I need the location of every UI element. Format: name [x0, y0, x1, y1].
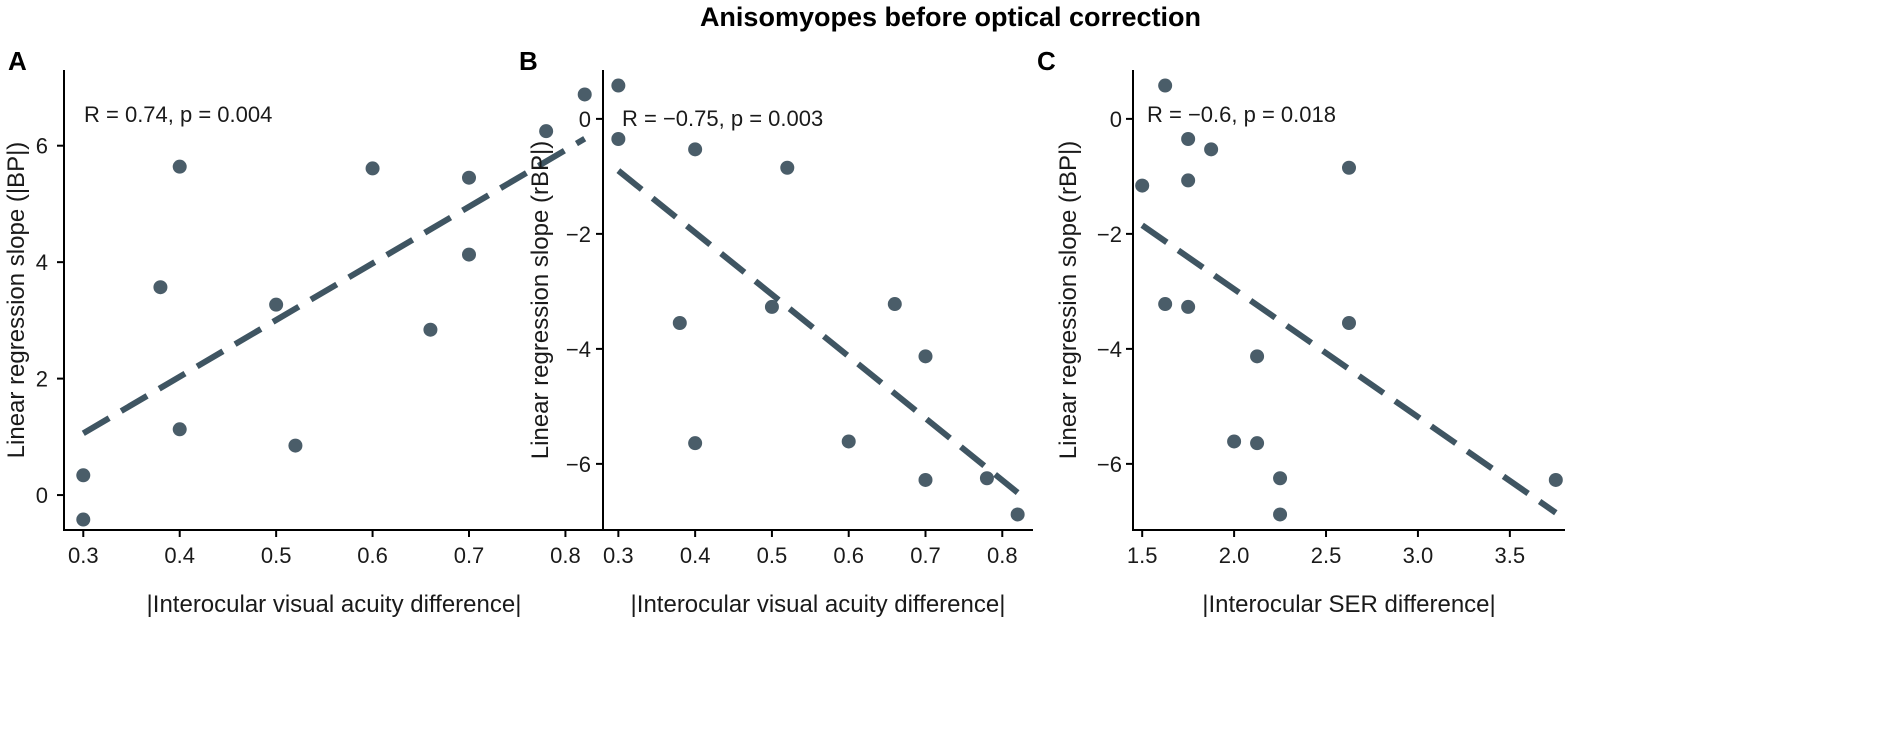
panel-a-data-point [365, 161, 380, 176]
panel-a-x-tick-label: 0.6 [357, 543, 388, 568]
panel-b-annotation: R = −0.75, p = 0.003 [622, 106, 823, 131]
panel-b-x-tick-label: 0.4 [680, 543, 711, 568]
panel-c-x-tick-label: 1.5 [1127, 543, 1158, 568]
panel-a-x-tick-label: 0.4 [164, 543, 195, 568]
panel-c-y-tick-label: −4 [1097, 337, 1122, 362]
panel-a-fit-line [81, 136, 587, 436]
panel-b-data-point [672, 316, 687, 330]
panel-b-x-tick-label: 0.3 [603, 543, 634, 568]
panel-c-data-point [1158, 78, 1173, 93]
panel-b-data-point [688, 436, 703, 451]
panel-c-data-point [1181, 132, 1196, 146]
panel-b-data-point [780, 160, 795, 175]
panel-c-y-tick-label: −6 [1097, 452, 1122, 477]
panel-a-data-point [76, 512, 91, 527]
panel-c-y-tick-label: −2 [1097, 222, 1122, 247]
panel-a-y-tick-label: 2 [36, 367, 48, 392]
panel-c-x-tick-label: 3.5 [1495, 543, 1526, 568]
panel-a-x-tick-label: 0.7 [454, 543, 485, 568]
panel-c-annotation: R = −0.6, p = 0.018 [1147, 102, 1336, 127]
panel-c-data-point [1250, 349, 1265, 364]
panel-b-x-tick-label: 0.6 [833, 543, 864, 568]
panel-b-data-point [611, 78, 626, 93]
panel-b-fit-line [616, 168, 1020, 495]
panel-b-y-tick-label: −2 [566, 222, 591, 247]
panel-b-data-point [688, 142, 703, 157]
panel-a-data-point [172, 422, 187, 437]
panel-b-x-tick-label: 0.8 [987, 543, 1018, 568]
panel-a-y-tick-label: 0 [36, 483, 48, 508]
panel-b-data-point [918, 472, 933, 487]
panel-b-data-point [1010, 507, 1025, 522]
panel-a-data-point [577, 87, 592, 102]
panel-c-letter: C [1037, 46, 1056, 76]
panel-a-x-tick-label: 0.3 [68, 543, 99, 568]
panel-a-data-point [269, 297, 284, 312]
panel-c-data-point [1204, 142, 1219, 157]
panel-a-data-point [172, 159, 187, 174]
panel-a-y-axis-label: Linear regression slope (|BP|) [3, 142, 30, 459]
panel-c-y-tick-label: 0 [1110, 107, 1122, 132]
panel-b-y-tick-label: −6 [566, 452, 591, 477]
panel-b-x-tick-label: 0.7 [910, 543, 941, 568]
panel-a-x-tick-label: 0.5 [261, 543, 292, 568]
panel-c-x-tick-label: 3.0 [1403, 543, 1434, 568]
panel-a-x-axis-label: |Interocular visual acuity difference| [147, 591, 522, 618]
panel-b-data-point [611, 132, 626, 146]
panel-c-y-axis-label: Linear regression slope (rBP|) [1055, 141, 1082, 459]
panel-c-data-point [1135, 178, 1150, 193]
panel-c-data-point [1250, 436, 1265, 451]
panel-c-data-point [1273, 471, 1288, 486]
panel-c-data-point [1181, 299, 1196, 314]
panel-c-data-point [1181, 173, 1196, 188]
panel-b-y-axis-label: Linear regression slope (rBP|) [527, 141, 554, 459]
panel-a-data-point [539, 124, 554, 139]
panel-a-y-tick-label: 6 [36, 134, 48, 159]
panel-b-data-point [979, 471, 994, 486]
panel-a-letter: A [8, 46, 27, 76]
panel-c-x-axis-label: |Interocular SER difference| [1202, 591, 1496, 618]
panel-c-x-tick-label: 2.0 [1219, 543, 1250, 568]
panel-a-data-point [462, 170, 476, 185]
panel-a-data-point [153, 280, 168, 295]
figure-title: Anisomyopes before optical correction [699, 2, 1202, 32]
panel-b-x-axis-label: |Interocular visual acuity difference| [631, 591, 1006, 618]
panel-b-y-tick-label: −4 [566, 337, 591, 362]
panel-b-x-tick-label: 0.5 [757, 543, 788, 568]
panel-c-x-tick-label: 2.5 [1311, 543, 1342, 568]
panel-a-y-tick-label: 4 [36, 250, 48, 275]
panel-c-data-point [1273, 507, 1288, 522]
panel-c-fit-line [1140, 222, 1558, 516]
panel-c-data-point [1342, 316, 1356, 330]
panel-a-data-point [423, 322, 438, 337]
panel-a-data-point [76, 468, 91, 483]
panel-b-data-point [918, 349, 933, 364]
panel-b-data-point [764, 299, 779, 314]
panel-b-data-point [841, 434, 856, 449]
panel-b-letter: B [519, 46, 538, 76]
panel-b-data-point [887, 297, 902, 312]
panel-c-data-point [1342, 160, 1356, 175]
panel-a-x-tick-label: 0.8 [550, 543, 581, 568]
panel-a-data-point [288, 438, 303, 453]
panel-a-data-point [462, 247, 476, 262]
panel-a-annotation: R = 0.74, p = 0.004 [84, 102, 272, 127]
panel-c-data-point [1548, 472, 1563, 487]
panel-b-y-tick-label: 0 [579, 107, 591, 132]
panel-c-data-point [1158, 297, 1173, 312]
panel-c-data-point [1227, 434, 1242, 449]
